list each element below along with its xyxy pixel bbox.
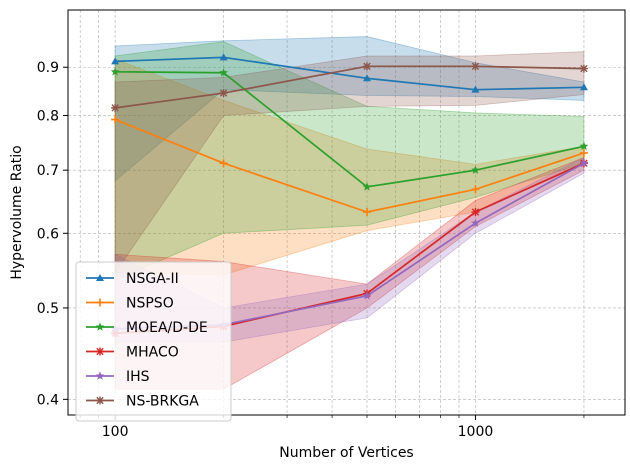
y-tick-label: 0.7 xyxy=(37,163,59,179)
legend-marker xyxy=(96,298,104,307)
legend-marker xyxy=(95,371,105,380)
data-point xyxy=(471,62,480,71)
legend-label: MOEA/D-DE xyxy=(126,320,208,336)
data-point xyxy=(579,158,589,167)
data-point xyxy=(219,68,228,77)
legend-marker xyxy=(96,274,104,281)
data-point xyxy=(111,115,120,124)
legend-label: NS-BRKGA xyxy=(126,394,199,410)
legend-label: MHACO xyxy=(126,345,179,361)
data-point xyxy=(362,208,371,217)
y-tick-label: 0.9 xyxy=(37,60,59,76)
legend-marker xyxy=(96,347,104,356)
data-point xyxy=(579,64,588,73)
y-axis-label: Hypervolume Ratio xyxy=(9,145,25,279)
data-point xyxy=(471,218,480,227)
legend-label: NSPSO xyxy=(126,296,174,312)
data-point xyxy=(219,159,228,168)
data-point xyxy=(471,185,480,194)
data-point xyxy=(579,141,589,151)
legend: NSGA-II NSPSO MOEA/D-DE MHACO IHS NS-BRKGA xyxy=(75,261,232,422)
x-axis-label: Number of Vertices xyxy=(279,445,413,461)
data-point xyxy=(110,67,120,76)
legend-label: IHS xyxy=(126,369,150,385)
data-point xyxy=(111,103,120,112)
band-5 xyxy=(114,51,585,274)
y-tick-label: 0.8 xyxy=(37,108,59,124)
data-point xyxy=(579,83,588,91)
data-point xyxy=(471,85,480,93)
data-point xyxy=(111,57,120,65)
axis-ticks: 100 1000 0.4 0.5 0.6 0.7 0.8 0.9 xyxy=(37,60,585,440)
legend-label: NSGA-II xyxy=(126,271,179,287)
y-tick-label: 0.6 xyxy=(37,226,59,242)
data-point xyxy=(362,74,371,82)
data-point xyxy=(579,148,588,157)
y-tick-label: 0.5 xyxy=(37,301,59,317)
data-point xyxy=(471,208,480,217)
legend-box xyxy=(75,261,232,422)
data-point xyxy=(219,89,228,98)
data-point xyxy=(362,62,371,71)
plot-frame xyxy=(67,9,626,416)
x-tick-label: 1000 xyxy=(458,424,494,440)
data-point xyxy=(362,182,372,191)
legend-marker xyxy=(96,396,104,405)
band-0 xyxy=(114,36,585,182)
data-point xyxy=(362,291,372,300)
legend-marker xyxy=(95,322,105,331)
x-tick-label: 100 xyxy=(102,424,129,440)
y-tick-label: 0.4 xyxy=(37,392,59,408)
data-point xyxy=(471,165,480,174)
data-point xyxy=(219,53,228,61)
